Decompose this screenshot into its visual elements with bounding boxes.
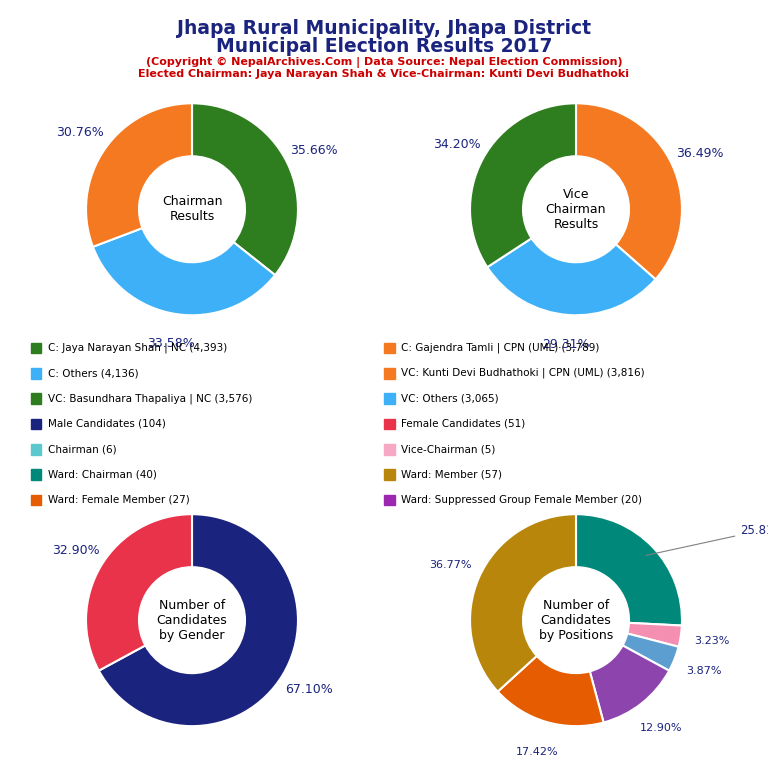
Text: Ward: Suppressed Group Female Member (20): Ward: Suppressed Group Female Member (20…: [401, 495, 642, 505]
Text: 25.81%: 25.81%: [647, 524, 768, 555]
Wedge shape: [470, 103, 576, 267]
Text: Number of
Candidates
by Gender: Number of Candidates by Gender: [157, 599, 227, 641]
Text: 3.23%: 3.23%: [694, 636, 730, 646]
Wedge shape: [192, 103, 298, 275]
Text: 67.10%: 67.10%: [285, 683, 333, 696]
Text: Municipal Election Results 2017: Municipal Election Results 2017: [216, 37, 552, 56]
Wedge shape: [623, 634, 679, 670]
Wedge shape: [470, 515, 576, 692]
Text: C: Jaya Narayan Shah | NC (4,393): C: Jaya Narayan Shah | NC (4,393): [48, 343, 227, 353]
Text: 29.31%: 29.31%: [542, 338, 590, 351]
Text: 34.20%: 34.20%: [433, 138, 481, 151]
Text: Vice-Chairman (5): Vice-Chairman (5): [401, 444, 495, 455]
Text: 33.58%: 33.58%: [147, 337, 195, 350]
Wedge shape: [627, 623, 682, 647]
Wedge shape: [576, 515, 682, 626]
Wedge shape: [86, 515, 192, 670]
Wedge shape: [487, 238, 656, 315]
Text: 36.77%: 36.77%: [429, 560, 472, 570]
Text: 32.90%: 32.90%: [51, 545, 99, 558]
Text: 12.90%: 12.90%: [641, 723, 683, 733]
Text: VC: Kunti Devi Budhathoki | CPN (UML) (3,816): VC: Kunti Devi Budhathoki | CPN (UML) (3…: [401, 368, 644, 379]
Text: 36.49%: 36.49%: [676, 147, 723, 160]
Text: Ward: Chairman (40): Ward: Chairman (40): [48, 469, 157, 480]
Text: Ward: Female Member (27): Ward: Female Member (27): [48, 495, 190, 505]
Text: Vice
Chairman
Results: Vice Chairman Results: [546, 188, 606, 230]
Text: Female Candidates (51): Female Candidates (51): [401, 419, 525, 429]
Text: Number of
Candidates
by Positions: Number of Candidates by Positions: [539, 599, 613, 641]
Wedge shape: [93, 228, 275, 315]
Text: 30.76%: 30.76%: [57, 126, 104, 139]
Text: Chairman
Results: Chairman Results: [162, 195, 222, 223]
Text: (Copyright © NepalArchives.Com | Data Source: Nepal Election Commission): (Copyright © NepalArchives.Com | Data So…: [146, 57, 622, 68]
Text: VC: Basundhara Thapaliya | NC (3,576): VC: Basundhara Thapaliya | NC (3,576): [48, 393, 252, 404]
Wedge shape: [590, 645, 669, 723]
Wedge shape: [498, 656, 604, 726]
Text: Chairman (6): Chairman (6): [48, 444, 116, 455]
Text: Jhapa Rural Municipality, Jhapa District: Jhapa Rural Municipality, Jhapa District: [177, 19, 591, 38]
Wedge shape: [99, 515, 298, 726]
Text: C: Others (4,136): C: Others (4,136): [48, 368, 138, 379]
Text: 35.66%: 35.66%: [290, 144, 338, 157]
Wedge shape: [576, 103, 682, 280]
Text: VC: Others (3,065): VC: Others (3,065): [401, 393, 498, 404]
Text: Elected Chairman: Jaya Narayan Shah & Vice-Chairman: Kunti Devi Budhathoki: Elected Chairman: Jaya Narayan Shah & Vi…: [138, 69, 630, 79]
Text: Male Candidates (104): Male Candidates (104): [48, 419, 165, 429]
Text: C: Gajendra Tamli | CPN (UML) (3,789): C: Gajendra Tamli | CPN (UML) (3,789): [401, 343, 599, 353]
Text: Ward: Member (57): Ward: Member (57): [401, 469, 502, 480]
Wedge shape: [86, 103, 192, 247]
Text: 3.87%: 3.87%: [687, 666, 722, 676]
Text: 17.42%: 17.42%: [516, 747, 558, 757]
